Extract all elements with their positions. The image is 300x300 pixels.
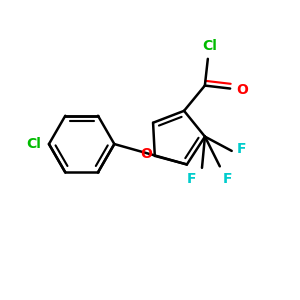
Text: F: F	[187, 172, 196, 186]
Text: Cl: Cl	[27, 137, 41, 151]
Text: O: O	[237, 83, 248, 97]
Text: F: F	[237, 142, 247, 156]
Text: F: F	[223, 172, 232, 186]
Text: Cl: Cl	[202, 40, 217, 53]
Text: O: O	[140, 147, 152, 161]
